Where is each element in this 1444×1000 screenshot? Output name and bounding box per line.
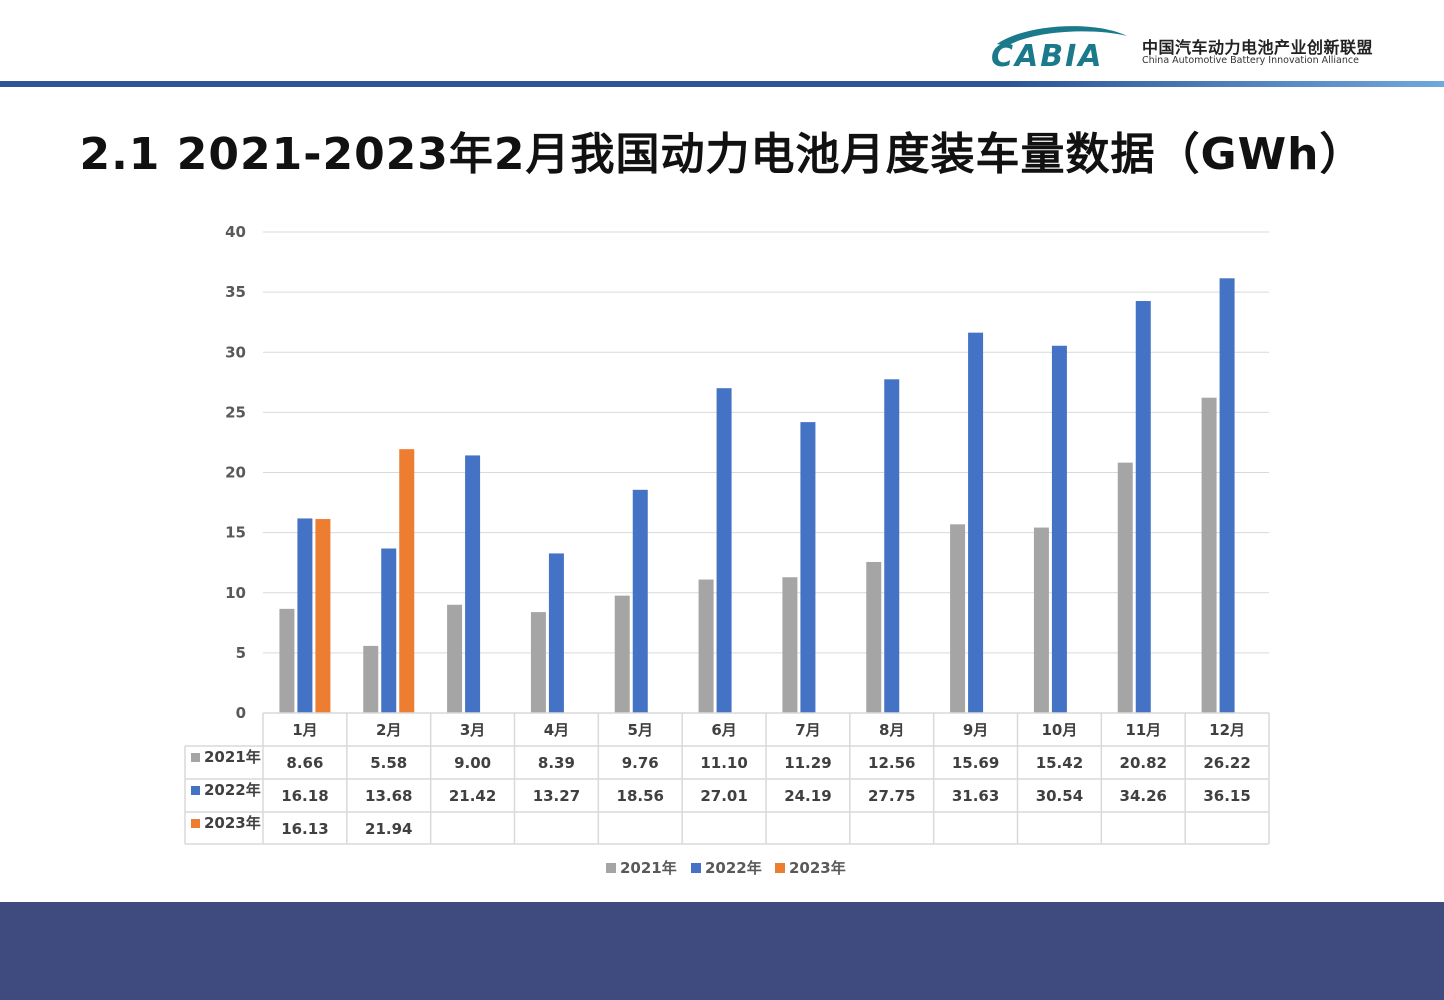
bar bbox=[782, 577, 798, 713]
data-label: 11.10 bbox=[700, 754, 747, 772]
page-title: 2.1 2021-2023年2月我国动力电池月度装车量数据（GWh） bbox=[79, 129, 1365, 180]
cabia-logo: CABIA 中国汽车动力电池产业创新联盟 China Automotive Ba… bbox=[985, 20, 1415, 75]
table-row-label: 2021年 bbox=[204, 748, 261, 766]
bar bbox=[1201, 397, 1217, 713]
bar bbox=[884, 379, 900, 713]
data-label: 9.76 bbox=[622, 754, 659, 772]
data-label: 9.00 bbox=[454, 754, 491, 772]
bar bbox=[698, 579, 714, 713]
x-tick-label: 12月 bbox=[1209, 721, 1245, 739]
bar bbox=[381, 548, 397, 713]
y-tick-label: 25 bbox=[225, 403, 246, 421]
org-name-cn: 中国汽车动力电池产业创新联盟 bbox=[1142, 38, 1374, 57]
x-tick-label: 6月 bbox=[711, 721, 736, 739]
x-tick-label: 11月 bbox=[1125, 721, 1161, 739]
x-tick-label: 3月 bbox=[460, 721, 485, 739]
logo-wordmark: CABIA bbox=[991, 39, 1103, 72]
footer-bar bbox=[0, 902, 1444, 1000]
bar bbox=[614, 595, 630, 713]
org-name-en: China Automotive Battery Innovation Alli… bbox=[1142, 55, 1359, 66]
data-label: 8.39 bbox=[538, 754, 575, 772]
bar bbox=[447, 604, 463, 713]
data-label: 11.29 bbox=[784, 754, 831, 772]
bar bbox=[465, 455, 481, 713]
bar bbox=[399, 449, 415, 713]
bar bbox=[866, 561, 882, 713]
table-row-label: 2023年 bbox=[204, 814, 261, 832]
data-label: 36.15 bbox=[1203, 787, 1250, 805]
data-label: 16.13 bbox=[281, 820, 328, 838]
data-label: 27.75 bbox=[868, 787, 915, 805]
legend-label: 2023年 bbox=[789, 859, 846, 877]
data-label: 27.01 bbox=[700, 787, 747, 805]
bar bbox=[1033, 527, 1049, 713]
data-label: 13.27 bbox=[533, 787, 580, 805]
bar bbox=[1219, 278, 1235, 713]
y-tick-label: 10 bbox=[225, 584, 246, 602]
x-tick-label: 4月 bbox=[544, 721, 569, 739]
bar bbox=[800, 422, 816, 713]
y-tick-label: 0 bbox=[236, 704, 246, 722]
bar bbox=[297, 518, 313, 713]
data-label: 5.58 bbox=[370, 754, 407, 772]
data-label: 8.66 bbox=[286, 754, 323, 772]
data-label: 31.63 bbox=[952, 787, 999, 805]
x-tick-label: 8月 bbox=[879, 721, 904, 739]
bar bbox=[548, 553, 564, 713]
x-tick-label: 10月 bbox=[1041, 721, 1077, 739]
table-legend-key bbox=[191, 786, 200, 795]
data-label: 12.56 bbox=[868, 754, 915, 772]
data-label: 26.22 bbox=[1203, 754, 1250, 772]
data-label: 21.42 bbox=[449, 787, 496, 805]
bar bbox=[632, 489, 648, 713]
legend-key bbox=[691, 863, 701, 873]
bar bbox=[1117, 462, 1133, 713]
y-tick-label: 30 bbox=[225, 343, 246, 361]
y-tick-label: 15 bbox=[225, 524, 246, 542]
bar bbox=[968, 332, 984, 713]
x-tick-label: 9月 bbox=[963, 721, 988, 739]
x-tick-label: 2月 bbox=[376, 721, 401, 739]
legend-key bbox=[775, 863, 785, 873]
y-tick-label: 20 bbox=[225, 464, 246, 482]
x-tick-label: 7月 bbox=[795, 721, 820, 739]
legend-key bbox=[606, 863, 616, 873]
bar bbox=[530, 612, 546, 713]
bar bbox=[950, 524, 966, 713]
header-bar bbox=[0, 81, 1444, 87]
bar bbox=[315, 519, 331, 713]
x-tick-label: 5月 bbox=[628, 721, 653, 739]
table-row-label: 2022年 bbox=[204, 781, 261, 799]
logo-swoosh bbox=[997, 26, 1127, 46]
legend-label: 2022年 bbox=[705, 859, 762, 877]
bar bbox=[363, 645, 379, 713]
data-label: 24.19 bbox=[784, 787, 831, 805]
y-tick-label: 35 bbox=[225, 283, 246, 301]
data-label: 13.68 bbox=[365, 787, 412, 805]
data-label: 16.18 bbox=[281, 787, 328, 805]
data-label: 15.42 bbox=[1036, 754, 1083, 772]
cabia-logo-mark: CABIA bbox=[991, 26, 1127, 72]
data-label: 20.82 bbox=[1120, 754, 1167, 772]
bar bbox=[1051, 345, 1067, 713]
bar bbox=[279, 608, 295, 713]
data-label: 18.56 bbox=[617, 787, 664, 805]
table-legend-key bbox=[191, 753, 200, 762]
x-tick-label: 1月 bbox=[292, 721, 317, 739]
data-label: 34.26 bbox=[1120, 787, 1167, 805]
data-label: 30.54 bbox=[1036, 787, 1083, 805]
bar bbox=[1135, 301, 1151, 713]
y-tick-label: 40 bbox=[225, 223, 246, 241]
bar bbox=[716, 388, 732, 713]
data-label: 15.69 bbox=[952, 754, 999, 772]
y-tick-label: 5 bbox=[236, 644, 246, 662]
battery-installation-chart: 0 5 10 15 20 25 30 35 40 1月 2月 3月 4月 5月 6月 7月 8月 9月 10月 11月… bbox=[184, 223, 1270, 877]
data-label: 21.94 bbox=[365, 820, 412, 838]
table-legend-key bbox=[191, 819, 200, 828]
legend-label: 2021年 bbox=[620, 859, 677, 877]
